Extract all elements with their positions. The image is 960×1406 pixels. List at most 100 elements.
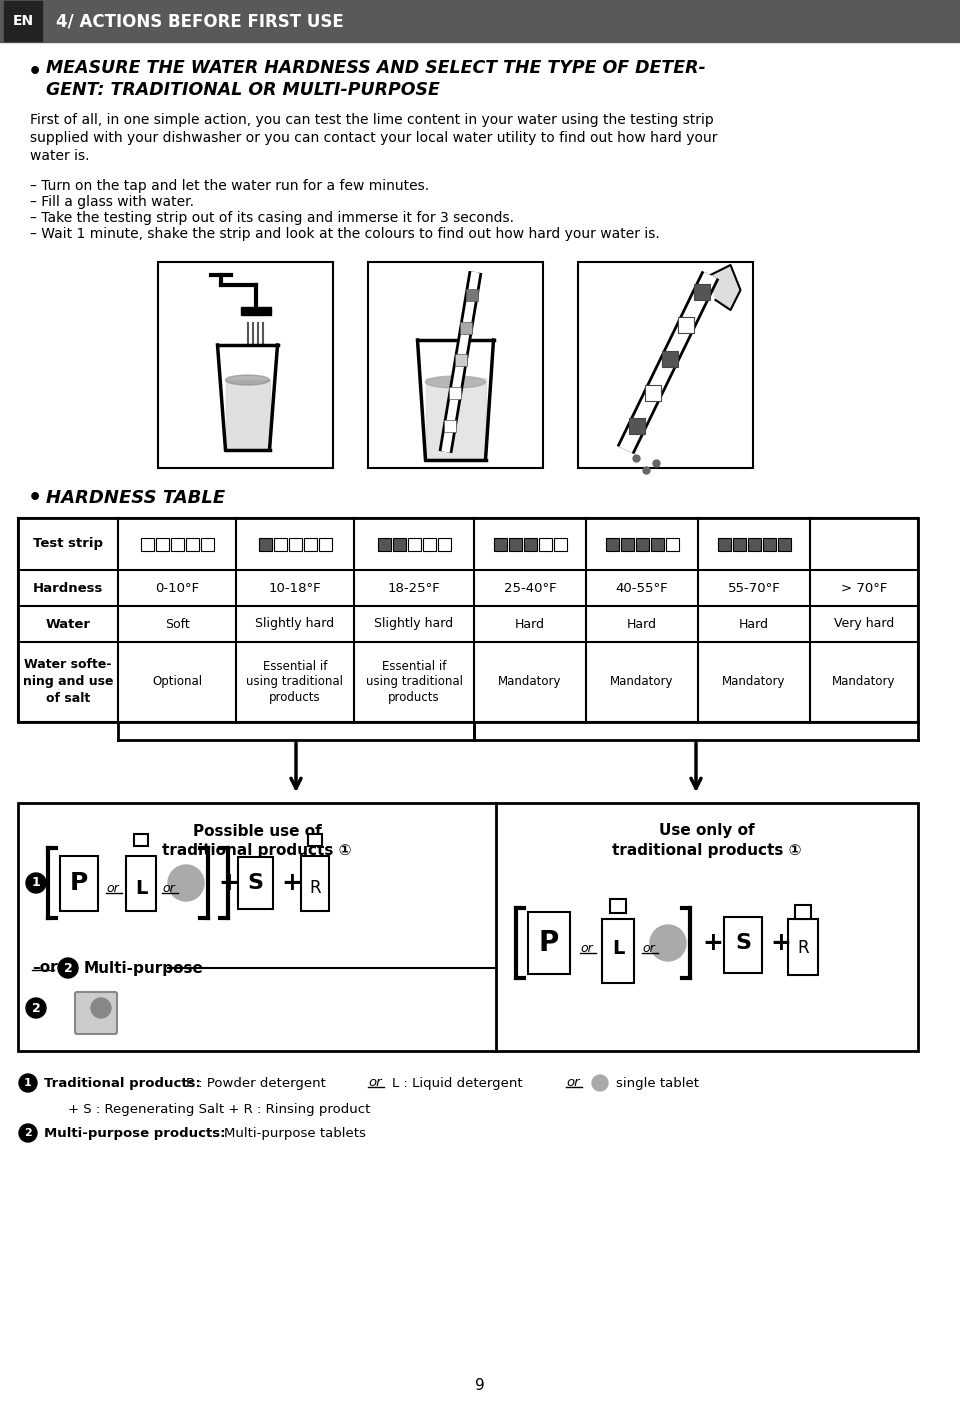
Bar xyxy=(636,537,649,551)
Text: Soft: Soft xyxy=(164,617,189,630)
Circle shape xyxy=(19,1074,37,1092)
Text: S: S xyxy=(735,934,751,953)
Text: Hardness: Hardness xyxy=(33,582,103,595)
Bar xyxy=(319,537,331,551)
Text: 2: 2 xyxy=(32,1001,40,1015)
Bar xyxy=(528,912,570,974)
Bar xyxy=(778,537,790,551)
Text: Very hard: Very hard xyxy=(834,617,894,630)
Text: 4/ ACTIONS BEFORE FIRST USE: 4/ ACTIONS BEFORE FIRST USE xyxy=(56,13,344,30)
Bar xyxy=(171,537,183,551)
Text: EN: EN xyxy=(12,14,34,28)
Bar xyxy=(4,1,42,41)
Circle shape xyxy=(26,873,46,893)
Text: supplied with your dishwasher or you can contact your local water utility to fin: supplied with your dishwasher or you can… xyxy=(30,131,717,145)
Bar xyxy=(18,517,918,723)
Bar xyxy=(368,262,543,468)
FancyBboxPatch shape xyxy=(75,993,117,1033)
Bar xyxy=(539,537,551,551)
Text: Slightly hard: Slightly hard xyxy=(374,617,453,630)
Bar xyxy=(301,855,329,911)
Text: Mandatory: Mandatory xyxy=(498,675,562,689)
Bar xyxy=(60,855,98,911)
Circle shape xyxy=(19,1123,37,1142)
Text: Possible use of: Possible use of xyxy=(193,824,322,838)
Text: L: L xyxy=(612,938,624,957)
Bar xyxy=(620,537,634,551)
Text: + S : Regenerating Salt + R : Rinsing product: + S : Regenerating Salt + R : Rinsing pr… xyxy=(68,1102,371,1115)
Ellipse shape xyxy=(425,375,486,388)
Bar xyxy=(748,537,760,551)
Text: Multi-purpose: Multi-purpose xyxy=(84,960,204,976)
Text: Essential if
using traditional
products: Essential if using traditional products xyxy=(247,659,344,704)
Text: 40-55°F: 40-55°F xyxy=(615,582,668,595)
Text: or: or xyxy=(642,942,655,955)
Text: Essential if
using traditional
products: Essential if using traditional products xyxy=(366,659,463,704)
Bar xyxy=(606,537,618,551)
Bar xyxy=(238,858,273,910)
Bar xyxy=(554,537,566,551)
Bar xyxy=(523,537,537,551)
Bar xyxy=(665,537,679,551)
Bar xyxy=(241,307,271,315)
Text: Hard: Hard xyxy=(627,617,657,630)
Text: – Take the testing strip out of its casing and immerse it for 3 seconds.: – Take the testing strip out of its casi… xyxy=(30,211,514,225)
Text: 18-25°F: 18-25°F xyxy=(388,582,441,595)
Text: 1: 1 xyxy=(32,876,40,890)
Circle shape xyxy=(650,925,686,960)
Bar xyxy=(717,537,731,551)
Bar xyxy=(274,537,286,551)
Bar xyxy=(493,537,507,551)
Bar xyxy=(762,537,776,551)
Bar xyxy=(308,834,322,845)
Bar xyxy=(258,537,272,551)
Text: S: S xyxy=(248,873,263,893)
Text: – Wait 1 minute, shake the strip and look at the colours to find out how hard yo: – Wait 1 minute, shake the strip and loo… xyxy=(30,226,660,240)
Text: Mandatory: Mandatory xyxy=(832,675,896,689)
Bar xyxy=(140,537,154,551)
Bar xyxy=(602,920,634,983)
Text: First of all, in one simple action, you can test the lime content in your water : First of all, in one simple action, you … xyxy=(30,112,713,127)
Bar xyxy=(788,920,818,974)
Text: P: P xyxy=(70,870,88,896)
Bar xyxy=(422,537,436,551)
Ellipse shape xyxy=(226,375,270,385)
Bar xyxy=(610,898,626,912)
Text: or: or xyxy=(368,1077,382,1090)
Text: single tablet: single tablet xyxy=(616,1077,699,1090)
Text: or: or xyxy=(162,882,175,894)
Text: Test strip: Test strip xyxy=(33,537,103,551)
Text: Multi-purpose tablets: Multi-purpose tablets xyxy=(224,1126,366,1139)
Text: 2: 2 xyxy=(63,962,72,974)
Bar xyxy=(201,537,213,551)
Bar xyxy=(226,380,270,449)
Text: L : Liquid detergent: L : Liquid detergent xyxy=(392,1077,522,1090)
Bar xyxy=(0,0,960,42)
Text: Multi-purpose products:: Multi-purpose products: xyxy=(44,1126,226,1139)
Bar xyxy=(134,834,148,845)
Bar xyxy=(724,917,762,973)
Text: Slightly hard: Slightly hard xyxy=(255,617,335,630)
Polygon shape xyxy=(710,264,740,309)
Text: 2: 2 xyxy=(24,1128,32,1137)
Text: traditional products ①: traditional products ① xyxy=(612,842,802,858)
Circle shape xyxy=(58,957,78,979)
Text: L: L xyxy=(134,879,147,897)
Text: R: R xyxy=(309,879,321,897)
Bar xyxy=(509,537,521,551)
Text: 25-40°F: 25-40°F xyxy=(504,582,556,595)
Text: P : Powder detergent: P : Powder detergent xyxy=(186,1077,325,1090)
Text: or: or xyxy=(106,882,119,894)
Bar xyxy=(393,537,405,551)
Text: Water: Water xyxy=(45,617,90,630)
Bar xyxy=(126,855,156,911)
Bar xyxy=(438,537,450,551)
Text: •: • xyxy=(28,62,42,82)
Text: Optional: Optional xyxy=(152,675,202,689)
Text: 1: 1 xyxy=(24,1078,32,1088)
Bar xyxy=(289,537,301,551)
Bar xyxy=(185,537,199,551)
Bar xyxy=(651,537,663,551)
Bar xyxy=(425,378,486,458)
Circle shape xyxy=(91,998,111,1018)
